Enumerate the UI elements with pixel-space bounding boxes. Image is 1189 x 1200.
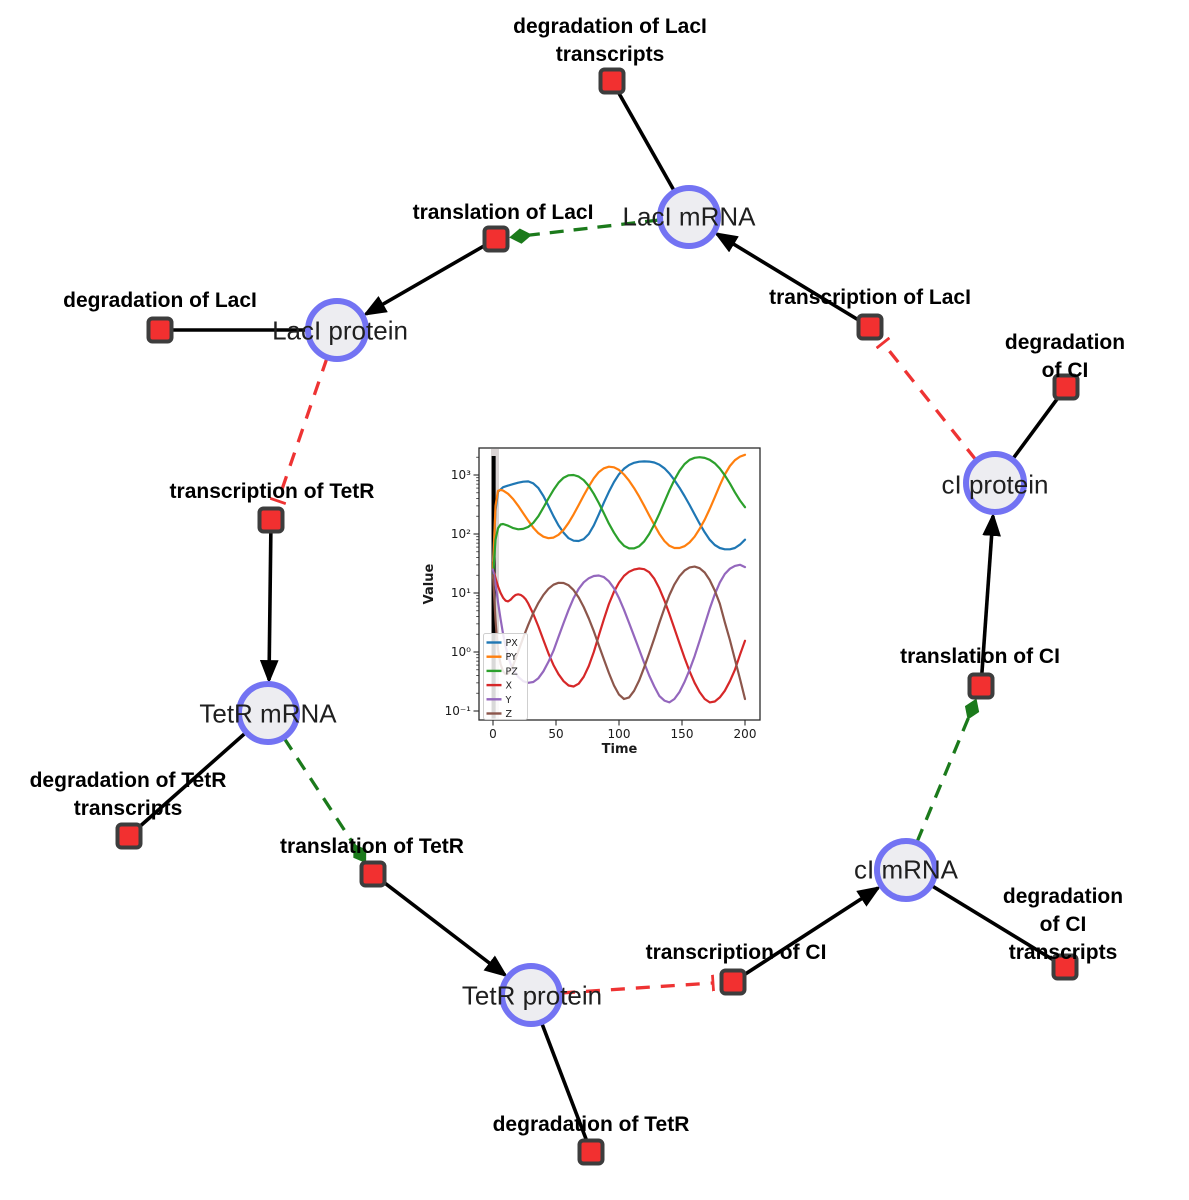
y-tick-label: 10¹ xyxy=(451,586,471,600)
edge-transcription-laci-to-mrna xyxy=(714,232,871,329)
reaction-node-degradation-laci-transcripts[interactable] xyxy=(598,67,626,95)
y-tick-label: 10⁰ xyxy=(451,645,471,659)
x-axis-label: Time xyxy=(602,742,638,757)
series-line-PZ xyxy=(491,456,747,580)
reaction-node-degradation-tetr-transcripts[interactable] xyxy=(115,822,143,850)
reaction-node-translation-tetr[interactable] xyxy=(359,860,387,888)
species-node-tetr-protein[interactable] xyxy=(499,963,563,1027)
edge-transcription-ci-to-mrna xyxy=(732,886,881,984)
legend-label-PY: PY xyxy=(506,652,518,663)
edge-transcription-tetr-to-mrna xyxy=(259,519,279,684)
series-line-Y xyxy=(491,563,747,704)
reaction-node-transcription-tetr[interactable] xyxy=(257,506,285,534)
x-tick-label: 200 xyxy=(734,727,757,741)
edge-translation-laci-to-protein xyxy=(362,237,497,316)
legend-label-PZ: PZ xyxy=(506,666,519,677)
reaction-node-degradation-ci[interactable] xyxy=(1052,373,1080,401)
species-node-laci-mrna[interactable] xyxy=(657,185,721,249)
species-node-ci-protein[interactable] xyxy=(963,451,1027,515)
legend-label-Z: Z xyxy=(506,709,513,720)
series-line-PY xyxy=(491,453,747,571)
x-tick-label: 0 xyxy=(489,727,497,741)
edge-laci-protein-inhibits-tetr xyxy=(269,357,329,505)
species-node-tetr-mrna[interactable] xyxy=(236,681,300,745)
y-tick-label: 10⁻¹ xyxy=(445,704,472,718)
edge-laci-mrna-catalyzes-translation xyxy=(509,218,660,244)
y-tick-label: 10² xyxy=(451,527,471,541)
nodes-layer xyxy=(115,67,1080,1166)
edge-ci-protein-inhibits-laci xyxy=(875,336,978,462)
series-line-Z xyxy=(491,565,747,701)
edge-ci-mrna-catalyzes-translation xyxy=(915,698,980,843)
legend-label-Y: Y xyxy=(505,695,512,706)
series-line-X xyxy=(491,567,747,704)
reaction-node-transcription-laci[interactable] xyxy=(856,313,884,341)
legend-label-PX: PX xyxy=(506,638,519,649)
reaction-node-translation-ci[interactable] xyxy=(967,672,995,700)
species-node-ci-mrna[interactable] xyxy=(874,838,938,902)
species-node-laci-protein[interactable] xyxy=(305,298,369,362)
inset-chart: 0 50 100 150 200 10³ 10² 10¹ 10⁰ 10⁻¹ Time Value PX P… xyxy=(422,447,761,757)
reaction-node-degradation-laci[interactable] xyxy=(146,316,174,344)
edge-tetr-protein-inhibits-ci xyxy=(560,974,715,995)
legend-label-X: X xyxy=(506,681,513,692)
reaction-node-transcription-ci[interactable] xyxy=(719,968,747,996)
edge-tetr-mrna-catalyzes-translation xyxy=(282,737,367,864)
edge-translation-ci-to-protein xyxy=(979,512,1001,687)
x-tick-label: 50 xyxy=(548,727,563,741)
x-tick-label: 100 xyxy=(608,727,631,741)
legend-box xyxy=(483,633,528,720)
reaction-node-degradation-ci-transcripts[interactable] xyxy=(1051,953,1079,981)
edges-layer xyxy=(127,80,1068,1153)
y-tick-label: 10³ xyxy=(451,468,471,482)
series-line-PX xyxy=(491,460,747,563)
x-tick-label: 150 xyxy=(671,727,694,741)
edge-translation-tetr-to-protein xyxy=(371,872,508,978)
y-axis-label: Value xyxy=(422,563,437,604)
reaction-node-translation-laci[interactable] xyxy=(482,225,510,253)
reaction-node-degradation-tetr[interactable] xyxy=(577,1138,605,1166)
